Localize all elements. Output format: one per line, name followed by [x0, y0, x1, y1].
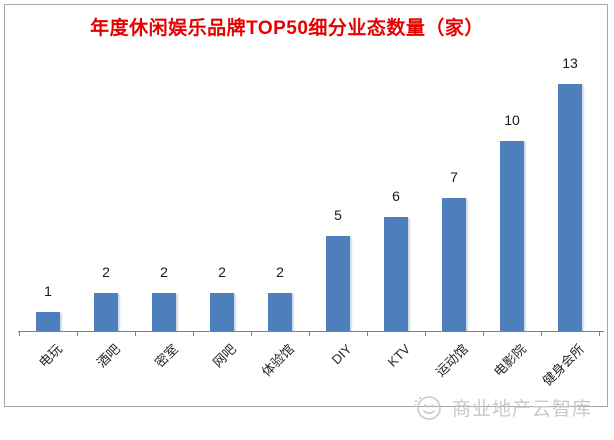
x-axis-line: [18, 331, 604, 332]
value-label: 5: [334, 207, 342, 223]
bar: [152, 293, 176, 331]
value-label: 2: [102, 264, 110, 280]
category-label: 电影院: [490, 341, 529, 380]
value-label: 10: [504, 112, 520, 128]
x-axis-tick: [425, 331, 426, 336]
value-label: 2: [276, 264, 284, 280]
x-axis-tick: [251, 331, 252, 336]
bar: [384, 217, 408, 331]
x-axis-tick: [309, 331, 310, 336]
category-label: 体验馆: [258, 341, 297, 380]
x-axis-tick: [135, 331, 136, 336]
x-axis-tick: [77, 331, 78, 336]
value-label: 1: [44, 283, 52, 299]
category-label: 密室: [151, 341, 181, 371]
category-label: 电玩: [35, 341, 65, 371]
x-axis-tick: [599, 331, 600, 336]
value-label: 2: [160, 264, 168, 280]
category-label: KTV: [384, 341, 413, 370]
chart-title: 年度休闲娱乐品牌TOP50细分业态数量（家）: [90, 18, 484, 39]
bar: [558, 84, 582, 331]
category-label: 健身会所: [539, 341, 587, 389]
value-label: 6: [392, 188, 400, 204]
bar: [442, 198, 466, 331]
x-axis-tick: [541, 331, 542, 336]
bar: [94, 293, 118, 331]
category-label: 网吧: [209, 341, 239, 371]
category-label: DIY: [328, 341, 355, 368]
bar: [500, 141, 524, 331]
value-label: 13: [562, 55, 578, 71]
x-axis-tick: [19, 331, 20, 336]
watermark-text: 商业地产云智库: [452, 399, 593, 420]
bar: [268, 293, 292, 331]
category-label: 运动馆: [432, 341, 471, 380]
bar: [36, 312, 60, 331]
bar: [326, 236, 350, 331]
x-axis-tick: [193, 331, 194, 336]
x-axis-tick: [367, 331, 368, 336]
smiley-cloud-logo-icon: [412, 392, 444, 429]
value-label: 7: [450, 169, 458, 185]
x-axis-tick: [483, 331, 484, 336]
category-label: 酒吧: [93, 341, 123, 371]
bar: [210, 293, 234, 331]
value-label: 2: [218, 264, 226, 280]
